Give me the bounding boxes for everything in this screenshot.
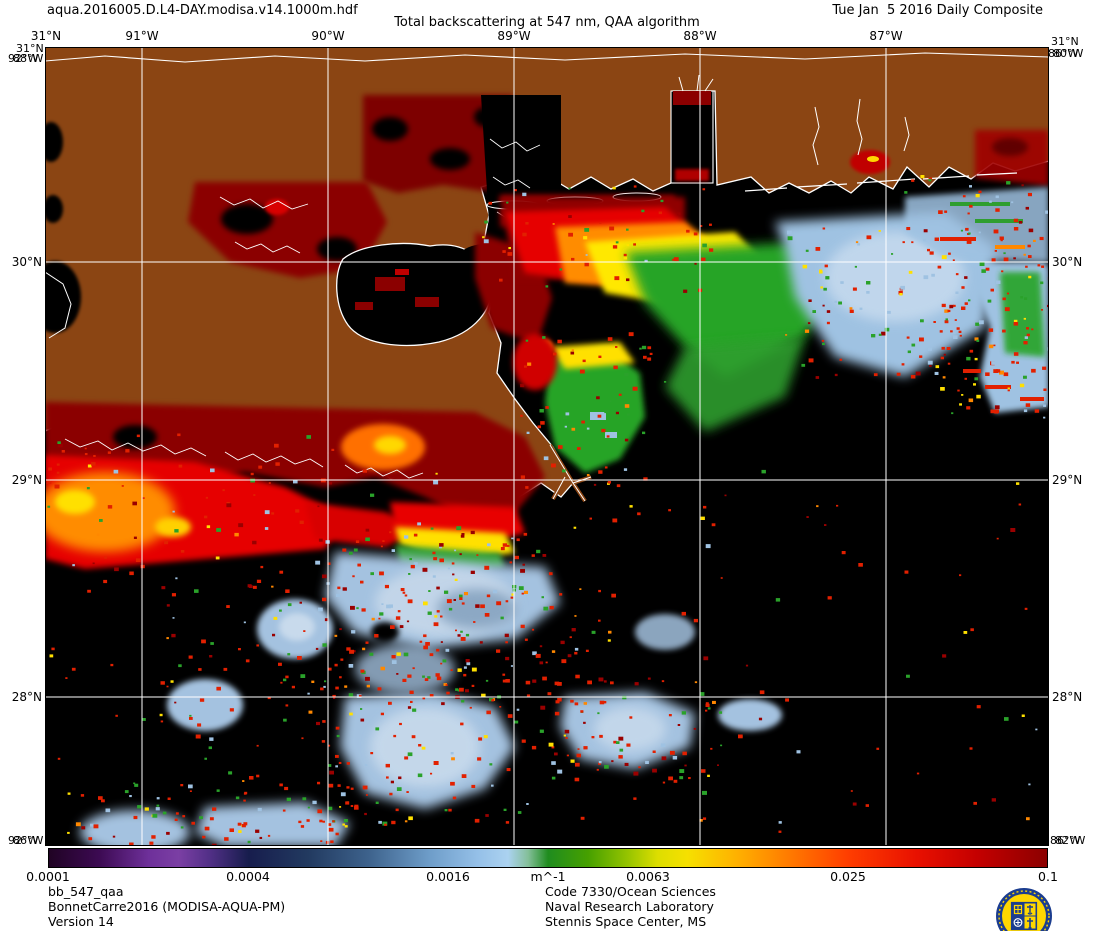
filename-label: aqua.2016005.D.L4-DAY.modisa.v14.1000m.h… bbox=[47, 3, 358, 18]
date-label: Tue Jan 5 2016 Daily Composite bbox=[832, 3, 1043, 18]
colorbar-tick-label: 0.1 bbox=[1038, 869, 1058, 884]
axis-label-28n-left: 28°N bbox=[11, 690, 42, 704]
colorbar-tick-label: 0.0016 bbox=[426, 869, 470, 884]
version-label: Version 14 bbox=[48, 914, 114, 929]
axis-label-91w: 91°W bbox=[125, 29, 159, 43]
colorbar-tick-label: 0.0063 bbox=[626, 869, 670, 884]
colorbar-units-label: m^-1 bbox=[530, 869, 566, 884]
axis-label-88w: 88°W bbox=[683, 29, 717, 43]
corner-label: 88°W bbox=[13, 52, 44, 65]
nrl-seal-icon bbox=[996, 888, 1052, 931]
org-name-label: Naval Research Laboratory bbox=[545, 899, 714, 914]
org-location-label: Stennis Space Center, MS bbox=[545, 914, 707, 929]
colorbar bbox=[48, 848, 1048, 868]
axis-label-90w: 90°W bbox=[311, 29, 345, 43]
colorbar-tick-label: 0.0004 bbox=[226, 869, 270, 884]
axis-label-29n-left: 29°N bbox=[11, 473, 42, 487]
project-label: BonnetCarre2016 (MODISA-AQUA-PM) bbox=[48, 899, 286, 914]
axis-label-31n: 31°N bbox=[30, 29, 62, 43]
corner-label: 31°N bbox=[16, 42, 44, 55]
corner-label: 80°W bbox=[1053, 47, 1084, 60]
axis-label-28n-right: 28°N bbox=[1052, 690, 1083, 704]
colorbar-tick-label: 0.0001 bbox=[26, 869, 70, 884]
data-speckles bbox=[46, 175, 1053, 848]
axis-label-30n-right: 30°N bbox=[1052, 255, 1083, 269]
page-title: Total backscattering at 547 nm, QAA algo… bbox=[394, 15, 700, 30]
backscatter-raster bbox=[29, 46, 1053, 854]
colorbar-tick-label: 0.025 bbox=[830, 869, 866, 884]
corner-label: 86°W bbox=[1048, 47, 1079, 60]
org-code-label: Code 7330/Ocean Sciences bbox=[545, 884, 716, 899]
corner-label: 92°W bbox=[8, 834, 39, 847]
corner-label: 82°W bbox=[1055, 834, 1086, 847]
corner-label: 86°W bbox=[1050, 834, 1081, 847]
axis-label-30n-left: 30°N bbox=[11, 255, 42, 269]
axis-label-87w: 87°W bbox=[869, 29, 903, 43]
corner-label: 86°W bbox=[13, 834, 44, 847]
corner-label: 92°W bbox=[8, 52, 39, 65]
axis-label-29n-right: 29°N bbox=[1052, 473, 1083, 487]
nrl-seal-logo bbox=[995, 887, 1053, 931]
product-variable-label: bb_547_qaa bbox=[48, 884, 124, 899]
graticule bbox=[45, 47, 1049, 846]
axis-label-89w: 89°W bbox=[497, 29, 531, 43]
satellite-map bbox=[29, 46, 1053, 854]
corner-label: 31°N bbox=[1051, 35, 1079, 48]
